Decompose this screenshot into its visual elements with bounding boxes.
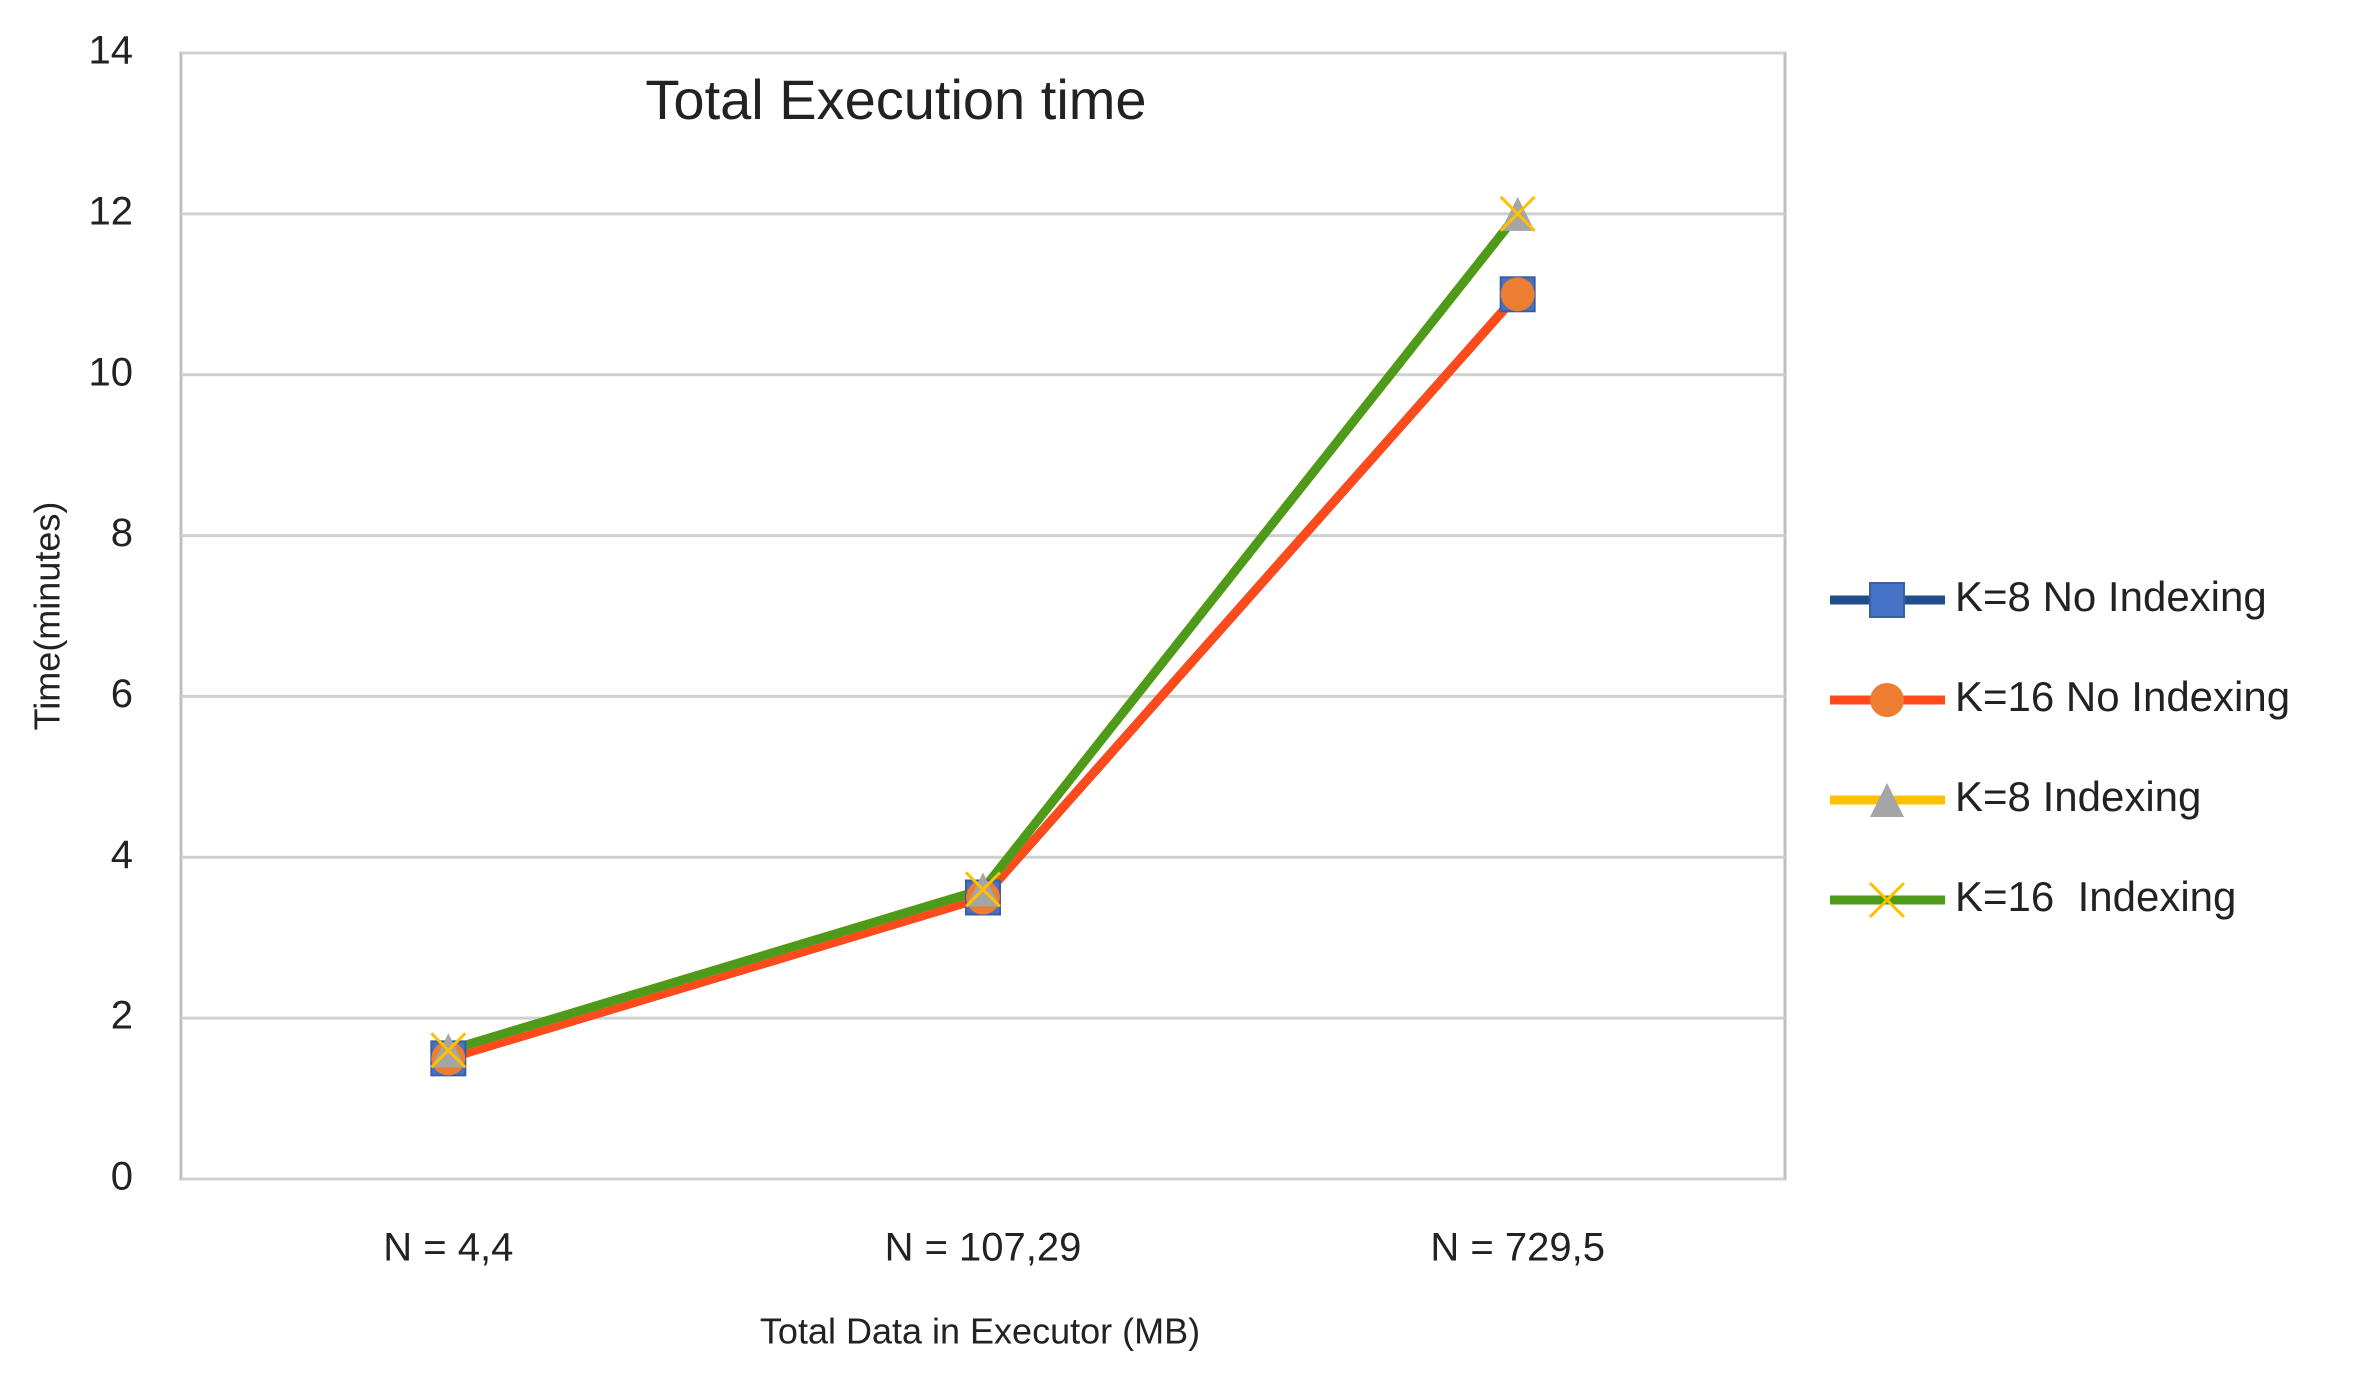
- marker: [1499, 195, 1536, 232]
- plot-area: [179, 51, 1787, 1181]
- y-tick-label: 14: [89, 29, 134, 73]
- x-axis-label: Total Data in Executor (MB): [760, 1311, 1200, 1352]
- y-tick-label: 4: [111, 833, 133, 877]
- legend-label: K=8 No Indexing: [1955, 573, 2267, 620]
- y-tick-label: 12: [89, 189, 134, 233]
- marker: [1500, 277, 1535, 312]
- marker: [1870, 683, 1904, 717]
- x-tick-label: N = 107,29: [885, 1226, 1082, 1270]
- grid: 0 2 4 6 8 10 12 14 N = 4,4 N = 107,29 N = 729,5: [89, 29, 1785, 1270]
- y-tick-label: 8: [111, 511, 133, 555]
- legend-label: K=16 Indexing: [1955, 873, 2236, 920]
- marker: [1870, 783, 1904, 817]
- y-axis-label: Time(minutes): [27, 502, 68, 731]
- x-tick-label: N = 729,5: [1430, 1226, 1605, 1270]
- chart-title: Total Execution time: [645, 68, 1146, 131]
- x-tick-label: N = 4,4: [383, 1226, 513, 1270]
- lines: [430, 195, 1536, 1077]
- marker: [1868, 881, 1906, 919]
- marker: [430, 1032, 467, 1069]
- legend-label: K=8 Indexing: [1955, 773, 2201, 820]
- y-tick-label: 6: [111, 672, 133, 716]
- legend: K=8 No Indexing K=16 No Indexing K=8 Index…: [1830, 573, 2290, 920]
- y-tick-label: 2: [111, 994, 133, 1038]
- marker: [1869, 582, 1905, 618]
- marker: [964, 871, 1002, 908]
- y-tick-label: 10: [89, 350, 134, 394]
- y-tick-label: 0: [111, 1155, 133, 1199]
- legend-label: K=16 No Indexing: [1955, 673, 2290, 720]
